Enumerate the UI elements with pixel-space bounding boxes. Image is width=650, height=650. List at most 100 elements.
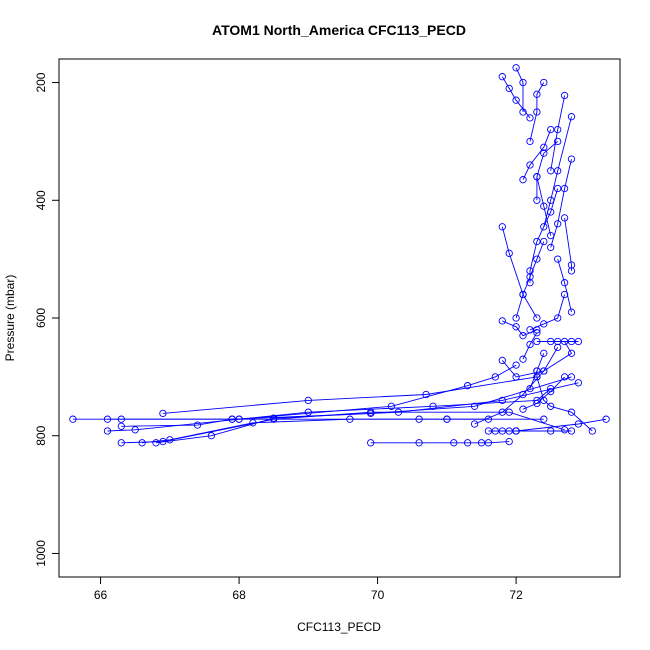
data-point	[491, 373, 499, 381]
chart-title: ATOM1 North_America CFC113_PECD	[212, 22, 466, 38]
data-point	[505, 437, 513, 446]
series-line-12	[536, 376, 593, 432]
series-line-32	[557, 258, 572, 313]
data-point	[574, 379, 583, 387]
data-point	[567, 349, 576, 357]
data-point	[422, 390, 430, 399]
plot-series	[69, 64, 610, 447]
data-point	[533, 108, 541, 116]
data-point	[547, 387, 555, 396]
data-point	[567, 155, 576, 163]
data-point	[540, 237, 548, 246]
data-point	[387, 402, 396, 410]
data-point	[415, 439, 423, 447]
data-point	[484, 427, 493, 435]
data-point	[547, 337, 555, 346]
x-tick-label: 72	[509, 588, 523, 602]
series-line-18	[502, 320, 538, 337]
series-line-8	[370, 441, 510, 444]
data-point	[526, 267, 534, 275]
data-point	[505, 427, 513, 435]
data-point	[540, 149, 548, 157]
y-axis: 200 400 600 800 1000	[34, 72, 59, 567]
x-axis: 66 68 70 72	[94, 577, 523, 602]
data-point	[304, 396, 312, 405]
series-line-7	[162, 371, 538, 414]
data-point	[443, 415, 451, 423]
data-point	[533, 399, 541, 408]
series-line-25	[536, 141, 558, 201]
data-point	[117, 439, 125, 447]
data-point	[540, 78, 548, 87]
data-point	[554, 255, 562, 263]
data-point	[533, 314, 541, 322]
data-point	[152, 439, 160, 447]
data-point	[533, 329, 541, 337]
data-point	[103, 427, 112, 435]
data-point	[574, 420, 583, 428]
data-point	[519, 390, 527, 399]
data-point	[567, 337, 576, 346]
data-point	[498, 396, 506, 405]
series-line-1	[107, 364, 517, 420]
data-point	[526, 279, 534, 287]
y-tick-label: 800	[34, 425, 48, 445]
data-point	[540, 202, 548, 210]
data-point	[567, 427, 576, 435]
data-point	[567, 113, 576, 121]
data-point	[512, 314, 520, 322]
data-point	[193, 421, 202, 429]
data-point	[567, 261, 576, 269]
data-point	[69, 415, 77, 423]
data-point	[533, 255, 541, 263]
series-line-6	[155, 382, 579, 444]
data-point	[505, 84, 513, 93]
data-point	[567, 373, 576, 381]
data-point	[159, 409, 167, 418]
data-point	[166, 436, 174, 444]
series-line-4	[107, 388, 551, 432]
data-point	[540, 320, 548, 328]
data-point	[554, 220, 562, 228]
series-line-14	[501, 341, 573, 378]
data-point	[602, 415, 610, 423]
data-point	[498, 408, 506, 416]
data-point	[519, 108, 527, 116]
data-point	[567, 308, 576, 316]
data-point	[540, 349, 548, 357]
data-point	[554, 314, 562, 322]
data-point	[207, 432, 216, 440]
data-point	[547, 167, 555, 175]
data-point	[574, 337, 583, 346]
plot-area	[58, 58, 621, 578]
data-point	[567, 408, 576, 416]
data-point	[560, 373, 569, 381]
series-line-20	[529, 188, 559, 283]
y-tick-label: 600	[34, 308, 48, 328]
data-point	[547, 231, 555, 240]
data-point	[477, 439, 486, 447]
series-line-24	[501, 226, 538, 319]
series-line-13	[474, 347, 559, 425]
data-point	[554, 337, 562, 346]
series-line-26	[522, 129, 552, 180]
y-axis-label: Pressure (mbar)	[3, 275, 17, 362]
data-point	[394, 408, 403, 416]
series-line-21	[564, 217, 572, 271]
data-point	[512, 323, 520, 331]
data-point	[512, 427, 520, 435]
series-line-31	[536, 176, 552, 236]
data-point	[519, 405, 527, 413]
data-point	[463, 439, 472, 447]
data-point	[560, 91, 569, 100]
data-point	[519, 290, 527, 299]
data-point	[463, 382, 472, 390]
y-tick-label: 400	[34, 190, 48, 210]
data-point	[512, 64, 520, 72]
data-point	[519, 332, 527, 340]
data-point	[540, 415, 548, 423]
data-point	[498, 356, 506, 365]
data-point	[526, 114, 534, 122]
data-point	[512, 373, 520, 381]
data-point	[270, 414, 278, 422]
